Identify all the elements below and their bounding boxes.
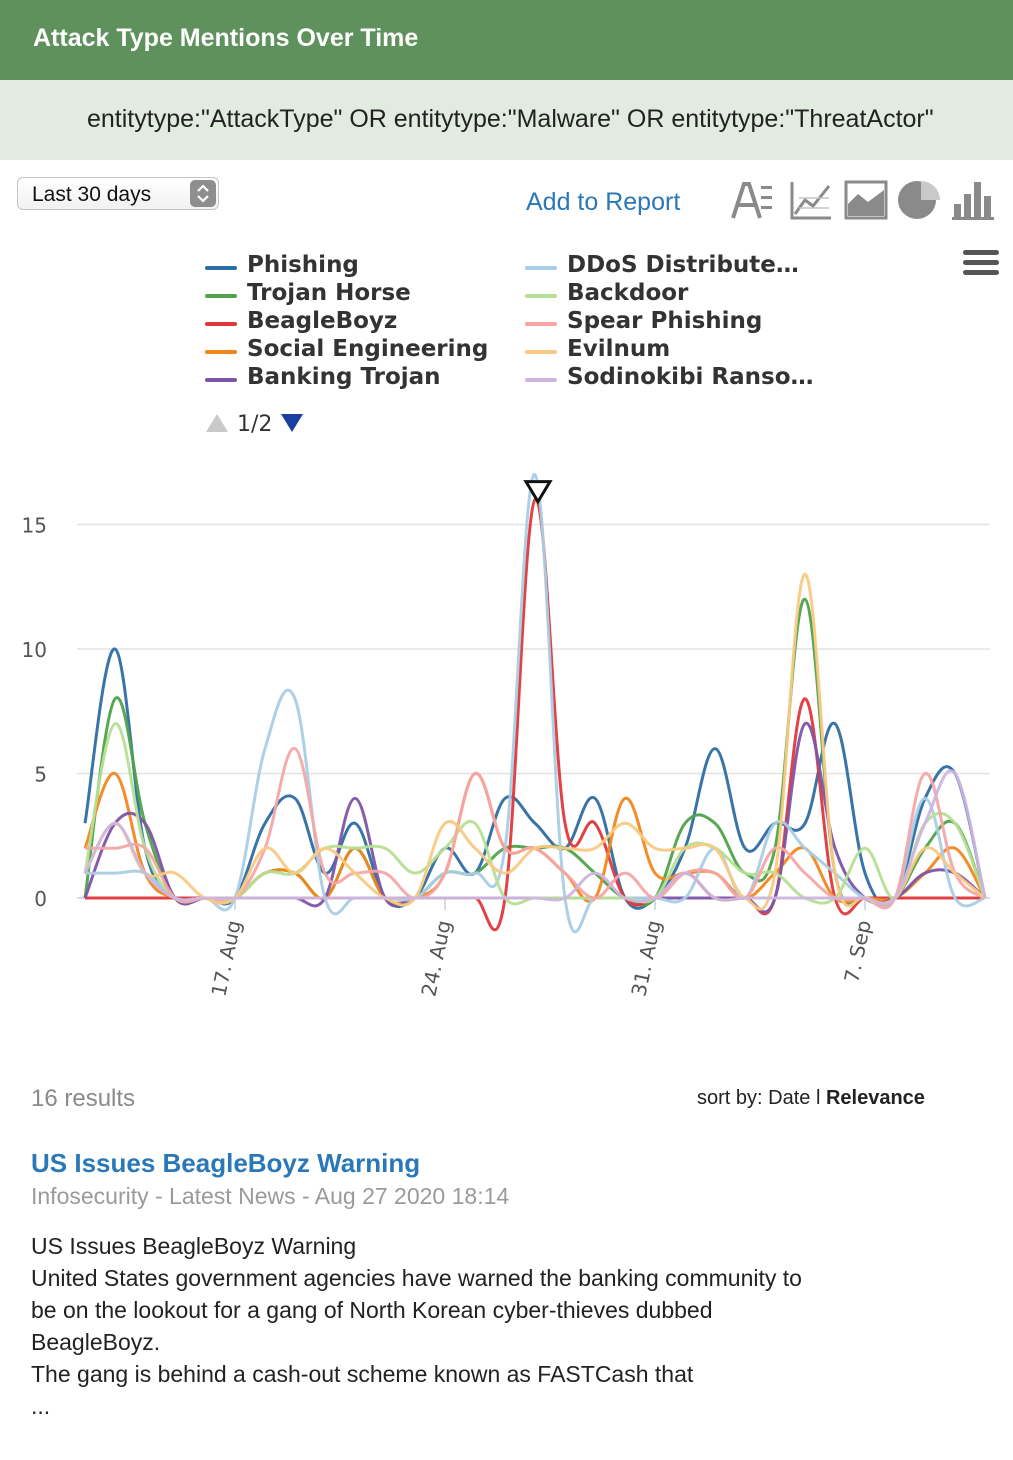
search-query[interactable]: entitytype:"AttackType" OR entitytype:"M…	[87, 105, 934, 133]
series-line-9	[83, 572, 986, 911]
date-range-select[interactable]: Last 30 days	[17, 177, 219, 210]
series-line-5	[83, 722, 986, 914]
area-chart-icon[interactable]	[844, 178, 888, 222]
y-tick-label: 10	[22, 638, 47, 662]
legend-pager: 1/2	[204, 412, 305, 437]
legend-swatch	[525, 378, 557, 382]
legend-swatch	[525, 294, 557, 298]
widget-title: Attack Type Mentions Over Time	[33, 24, 419, 52]
date-range-value: Last 30 days	[32, 183, 152, 206]
legend-swatch	[205, 350, 237, 354]
chart-legend: Phishing Trojan Horse BeagleBoyz Social …	[200, 252, 840, 400]
series-line-3	[84, 498, 985, 932]
legend-label: DDoS Distribute…	[567, 252, 799, 278]
sort-controls: sort by: Date l Relevance	[697, 1087, 925, 1110]
legend-swatch	[205, 294, 237, 298]
results-count: 16 results	[31, 1085, 136, 1112]
article-line: be on the lookout for a gang of North Ko…	[31, 1297, 713, 1323]
legend-swatch	[525, 266, 557, 270]
legend-label: BeagleBoyz	[247, 308, 398, 334]
legend-label: Phishing	[247, 252, 359, 278]
legend-label: Spear Phishing	[567, 308, 763, 334]
legend-label: Banking Trojan	[247, 364, 441, 390]
bar-chart-icon[interactable]	[950, 178, 996, 222]
article-line: BeagleBoyz.	[31, 1329, 161, 1355]
x-tick-label: 24. Aug	[416, 918, 456, 999]
legend-swatch	[205, 378, 237, 382]
text-view-icon[interactable]	[730, 178, 774, 222]
article-line: The gang is behind a cash-out scheme kno…	[31, 1361, 694, 1387]
legend-swatch	[205, 322, 237, 326]
legend-swatch	[205, 266, 237, 270]
legend-swatch	[525, 350, 557, 354]
series-line-8	[85, 747, 986, 910]
y-tick-label: 0	[34, 887, 47, 911]
sort-by-relevance[interactable]: Relevance	[825, 1087, 925, 1109]
line-chart-icon[interactable]	[789, 178, 833, 222]
series-line-2	[83, 597, 987, 907]
article-meta: Infosecurity - Latest News - Aug 27 2020…	[31, 1183, 510, 1209]
x-tick-label: 7. Sep	[839, 918, 876, 985]
article-line: ...	[31, 1393, 51, 1419]
series-line-7	[83, 722, 987, 906]
peak-marker-icon	[523, 480, 553, 505]
y-tick-label: 5	[34, 763, 47, 787]
legend-label: Trojan Horse	[247, 280, 411, 306]
search-bar[interactable]	[0, 80, 1013, 160]
sort-separator: l	[815, 1087, 821, 1109]
y-tick-label: 15	[22, 514, 47, 538]
legend-swatch	[525, 322, 557, 326]
legend-label: Backdoor	[567, 280, 689, 306]
legend-next-icon[interactable]	[279, 412, 305, 434]
legend-label: Social Engineering	[247, 336, 489, 362]
legend-prev-icon[interactable]	[204, 412, 230, 434]
legend-label: Evilnum	[567, 336, 671, 362]
article-line: US Issues BeagleBoyz Warning	[31, 1233, 357, 1259]
legend-page-number: 1/2	[237, 412, 273, 437]
series-line-6	[85, 473, 986, 934]
add-to-report-link[interactable]: Add to Report	[526, 188, 681, 216]
x-tick-label: 31. Aug	[626, 918, 666, 999]
x-tick-label: 17. Aug	[206, 918, 246, 999]
chart-menu-icon[interactable]	[963, 250, 999, 278]
article-title[interactable]: US Issues BeagleBoyz Warning	[31, 1148, 421, 1178]
article-body: US Issues BeagleBoyz Warning United Stat…	[31, 1230, 951, 1422]
widget-header: Attack Type Mentions Over Time	[0, 0, 1013, 80]
pie-chart-icon[interactable]	[896, 178, 942, 222]
legend-label: Sodinokibi Ranso…	[567, 364, 814, 390]
line-chart: 0 5 10 15 17. Aug 24. Aug 31. Aug 7. Sep	[22, 473, 990, 999]
series-line-10	[83, 769, 987, 906]
select-stepper-icon[interactable]	[190, 180, 216, 207]
sort-by-date[interactable]: sort by: Date	[697, 1087, 811, 1109]
article-line: United States government agencies have w…	[31, 1265, 802, 1291]
